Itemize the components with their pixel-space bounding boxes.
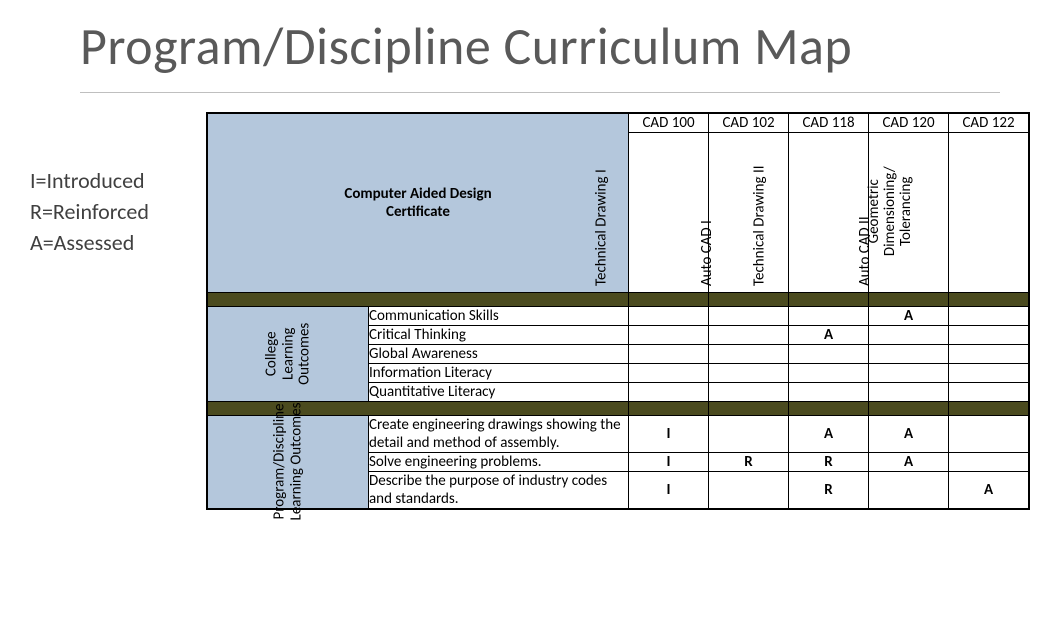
college-mark-2-0 — [629, 345, 709, 364]
program-mark-1-4 — [949, 453, 1029, 472]
header-row-codes: Computer Aided Design Certificate CAD 10… — [208, 114, 1029, 133]
legend-introduced: I=Introduced — [30, 166, 149, 197]
college-mark-1-0 — [629, 326, 709, 345]
college-outcome-0: Communication Skills — [369, 307, 629, 326]
course-name-1: Auto CAD I — [698, 220, 716, 286]
legend-assessed: A=Assessed — [30, 228, 149, 259]
program-outcome-1: Solve engineering problems. — [369, 453, 629, 472]
curriculum-map: Computer Aided Design Certificate CAD 10… — [206, 112, 1030, 510]
program-row-0: Program/DisciplineLearning Outcomes Crea… — [208, 416, 1029, 453]
program-mark-2-3 — [869, 472, 949, 509]
college-mark-3-2 — [789, 364, 869, 383]
program-mark-1-1: R — [709, 453, 789, 472]
program-outcome-2: Describe the purpose of industry codes a… — [369, 472, 629, 509]
college-mark-3-3 — [869, 364, 949, 383]
college-mark-0-0 — [629, 307, 709, 326]
college-mark-2-4 — [949, 345, 1029, 364]
college-mark-4-1 — [709, 383, 789, 402]
program-mark-0-0: I — [629, 416, 709, 453]
college-row-0: CollegeLearningOutcomes Communication Sk… — [208, 307, 1029, 326]
course-name-cell-1: Auto CAD I — [709, 133, 789, 293]
program-mark-1-2: R — [789, 453, 869, 472]
program-mark-2-4: A — [949, 472, 1029, 509]
college-mark-2-1 — [709, 345, 789, 364]
course-name-cell-4: Geometric Dimensioning/ Tolerancing — [949, 133, 1029, 293]
college-outcome-2: Global Awareness — [369, 345, 629, 364]
course-code-0: CAD 100 — [629, 114, 709, 133]
corner-title-line1: Computer Aided Design — [208, 185, 628, 203]
college-mark-1-3 — [869, 326, 949, 345]
college-outcome-3: Information Literacy — [369, 364, 629, 383]
title-underline — [80, 92, 1000, 93]
program-mark-2-0: I — [629, 472, 709, 509]
legend-reinforced: R=Reinforced — [30, 197, 149, 228]
college-mark-2-2 — [789, 345, 869, 364]
program-mark-0-3: A — [869, 416, 949, 453]
program-mark-1-3: A — [869, 453, 949, 472]
college-mark-1-4 — [949, 326, 1029, 345]
college-mark-1-1 — [709, 326, 789, 345]
program-mark-1-0: I — [629, 453, 709, 472]
college-mark-0-4 — [949, 307, 1029, 326]
curriculum-table: Computer Aided Design Certificate CAD 10… — [207, 113, 1029, 509]
college-mark-2-3 — [869, 345, 949, 364]
college-mark-3-4 — [949, 364, 1029, 383]
program-mark-0-4 — [949, 416, 1029, 453]
program-mark-0-2: A — [789, 416, 869, 453]
course-code-1: CAD 102 — [709, 114, 789, 133]
college-outcome-4: Quantitative Literacy — [369, 383, 629, 402]
course-name-2: Technical Drawing II — [750, 165, 768, 286]
college-mark-1-2: A — [789, 326, 869, 345]
program-section-label: Program/DisciplineLearning Outcomes — [208, 416, 369, 509]
college-mark-3-0 — [629, 364, 709, 383]
corner-title-cell: Computer Aided Design Certificate — [208, 114, 629, 293]
college-mark-4-0 — [629, 383, 709, 402]
college-mark-0-3: A — [869, 307, 949, 326]
program-mark-0-1 — [709, 416, 789, 453]
course-name-0: Technical Drawing I — [592, 169, 610, 286]
program-outcome-0: Create engineering drawings showing the … — [369, 416, 629, 453]
college-mark-4-2 — [789, 383, 869, 402]
separator-row-1 — [208, 293, 1029, 307]
college-mark-4-3 — [869, 383, 949, 402]
page-title: Program/Discipline Curriculum Map — [80, 14, 852, 78]
program-mark-2-2: R — [789, 472, 869, 509]
course-name-4: Geometric Dimensioning/ Tolerancing — [866, 136, 913, 286]
legend: I=Introduced R=Reinforced A=Assessed — [30, 166, 149, 258]
college-mark-3-1 — [709, 364, 789, 383]
program-mark-2-1 — [709, 472, 789, 509]
corner-title-line2: Certificate — [208, 203, 628, 221]
separator-row-2 — [208, 402, 1029, 416]
college-mark-0-2 — [789, 307, 869, 326]
college-mark-0-1 — [709, 307, 789, 326]
course-code-2: CAD 118 — [789, 114, 869, 133]
course-name-cell-0: Technical Drawing I — [629, 133, 709, 293]
college-outcome-1: Critical Thinking — [369, 326, 629, 345]
course-code-3: CAD 120 — [869, 114, 949, 133]
course-code-4: CAD 122 — [949, 114, 1029, 133]
college-mark-4-4 — [949, 383, 1029, 402]
